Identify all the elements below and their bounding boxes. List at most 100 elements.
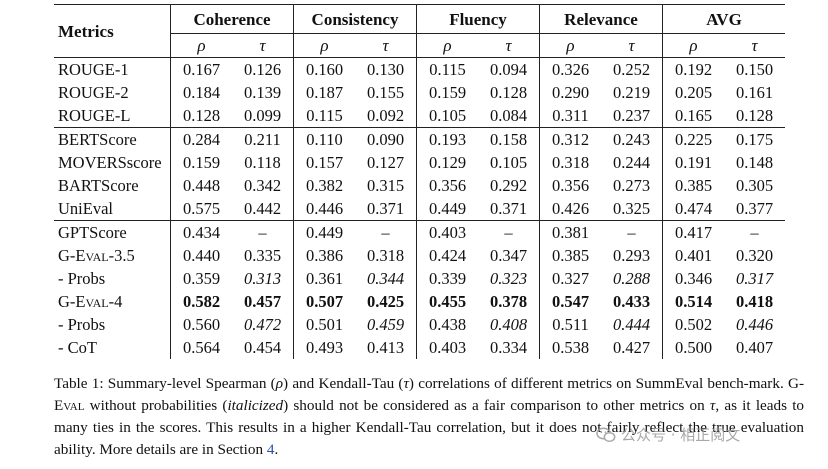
metric-name: ROUGE-2 <box>58 83 129 102</box>
table-cell: 0.325 <box>612 199 651 218</box>
table-cell: 0.425 <box>366 292 405 311</box>
group-header-relevance: Relevance <box>539 4 663 34</box>
table-cell: 0.211 <box>232 127 294 151</box>
metric-name: - Probs <box>58 269 106 288</box>
watermark-text: 公众号 · 相正阅文 <box>621 426 741 444</box>
rho-symbol: ρ <box>293 33 355 58</box>
table-cell: 0.155 <box>366 83 405 102</box>
table-cell: 0.356 <box>416 174 478 197</box>
table-cell: 0.455 <box>416 290 478 313</box>
metric-name-suffix: -4 <box>108 292 123 311</box>
table-cell: 0.290 <box>539 81 601 104</box>
table-cell: 0.160 <box>293 57 355 81</box>
table-cell: 0.457 <box>243 292 282 311</box>
table-cell: 0.157 <box>293 151 355 174</box>
table-cell: 0.407 <box>735 338 774 357</box>
table-row: - Probs 0.560 0.472 0.501 0.459 0.438 0.408 0.5… <box>54 313 785 336</box>
table-cell: 0.582 <box>170 290 232 313</box>
table-cell: 0.335 <box>243 246 282 265</box>
table-cell: – <box>478 220 540 244</box>
table-cell: 0.311 <box>539 104 601 128</box>
caption-text: , as it leads to many ties in the scores… <box>54 397 805 458</box>
table-cell: 0.326 <box>539 57 601 81</box>
table-cell: 0.381 <box>539 220 601 244</box>
group-header-consistency: Consistency <box>293 4 417 34</box>
table-cell: 0.434 <box>170 220 232 244</box>
tau-symbol: τ <box>601 33 663 58</box>
table-cell: 0.438 <box>416 313 478 336</box>
table-cell: 0.403 <box>416 336 478 359</box>
table-cell: 0.371 <box>366 199 405 218</box>
section-link[interactable]: 4 <box>266 441 275 458</box>
table-row: ROUGE-L 0.128 0.099 0.115 0.092 0.105 0.084 0.3… <box>54 104 785 128</box>
table-cell: 0.377 <box>735 199 774 218</box>
table-cell: 0.511 <box>539 313 601 336</box>
table-row: - Probs 0.359 0.313 0.361 0.344 0.339 0.323 0.3… <box>54 267 785 290</box>
metric-name: G-Eval-4 <box>54 290 171 313</box>
table-cell: 0.317 <box>735 269 774 288</box>
tau-symbol: τ <box>478 33 540 58</box>
table-cell: 0.252 <box>612 60 651 79</box>
caption-text: . <box>274 441 279 458</box>
table-cell: 0.110 <box>293 127 355 151</box>
table-row: G-Eval-3.5 0.440 0.335 0.386 0.318 0.424 0.347… <box>54 244 785 267</box>
table-row: G-Eval-4 0.582 0.457 0.507 0.425 0.455 0.378 0.… <box>54 290 785 313</box>
table-cell: 0.446 <box>735 315 774 334</box>
table-cell: 0.312 <box>539 127 601 151</box>
metric-name: - CoT <box>58 338 97 357</box>
table-cell: 0.115 <box>416 57 478 81</box>
table-cell: 0.320 <box>735 246 774 265</box>
table-cell: 0.564 <box>170 336 232 359</box>
table-cell: 0.105 <box>416 104 478 128</box>
caption-tau: τ <box>709 397 716 414</box>
table-cell: – <box>355 220 417 244</box>
rho-symbol: ρ <box>170 33 232 58</box>
table-cell: 0.158 <box>478 127 540 151</box>
table-cell: 0.099 <box>243 106 282 125</box>
table-cell: 0.243 <box>601 127 663 151</box>
table-cell: 0.127 <box>366 153 405 172</box>
table-cell: 0.538 <box>539 336 601 359</box>
table-cell: 0.474 <box>662 197 724 221</box>
table-cell: 0.193 <box>416 127 478 151</box>
wechat-icon <box>596 427 616 442</box>
table-cell: 0.385 <box>662 174 724 197</box>
metric-name: UniEval <box>58 199 113 218</box>
table-cell: 0.560 <box>170 313 232 336</box>
table-cell: 0.159 <box>170 151 232 174</box>
table-cell: 0.293 <box>612 246 651 265</box>
table-cell: 0.192 <box>662 57 724 81</box>
table-cell: 0.318 <box>366 246 405 265</box>
table-cell: 0.356 <box>539 174 601 197</box>
table-cell: 0.284 <box>170 127 232 151</box>
metric-name: ROUGE-L <box>58 106 131 125</box>
caption-rho: ρ <box>275 375 284 392</box>
table-cell: 0.502 <box>662 313 724 336</box>
table-cell: 0.403 <box>416 220 478 244</box>
caption-italicized: italicized <box>227 397 284 414</box>
table-cell: 0.175 <box>724 127 785 151</box>
metric-name-prefix: G- <box>58 292 76 311</box>
table-cell: 0.361 <box>293 267 355 290</box>
metric-name: ROUGE-1 <box>58 60 129 79</box>
table-cell: 0.126 <box>243 60 282 79</box>
table-cell: 0.219 <box>612 83 651 102</box>
table-cell: 0.225 <box>662 127 724 151</box>
rho-symbol: ρ <box>539 33 601 58</box>
table-cell: 0.128 <box>735 106 774 125</box>
table-cell: 0.167 <box>170 57 232 81</box>
tau-symbol: τ <box>355 33 417 58</box>
table-cell: 0.449 <box>416 197 478 221</box>
table-cell: 0.514 <box>662 290 724 313</box>
caption-geval: Eval <box>54 397 85 414</box>
table-cell: 0.444 <box>612 315 651 334</box>
table-cell: 0.334 <box>489 338 528 357</box>
group-header-fluency: Fluency <box>416 4 540 34</box>
metric-name-smallcaps: Eval <box>75 246 109 265</box>
table-cell: 0.148 <box>735 153 774 172</box>
table-cell: 0.150 <box>735 60 774 79</box>
table-cell: 0.237 <box>612 106 651 125</box>
caption-text: ) and Kendall-Tau ( <box>283 375 404 392</box>
metric-name: GPTScore <box>54 220 171 244</box>
table-cell: 0.323 <box>489 269 528 288</box>
